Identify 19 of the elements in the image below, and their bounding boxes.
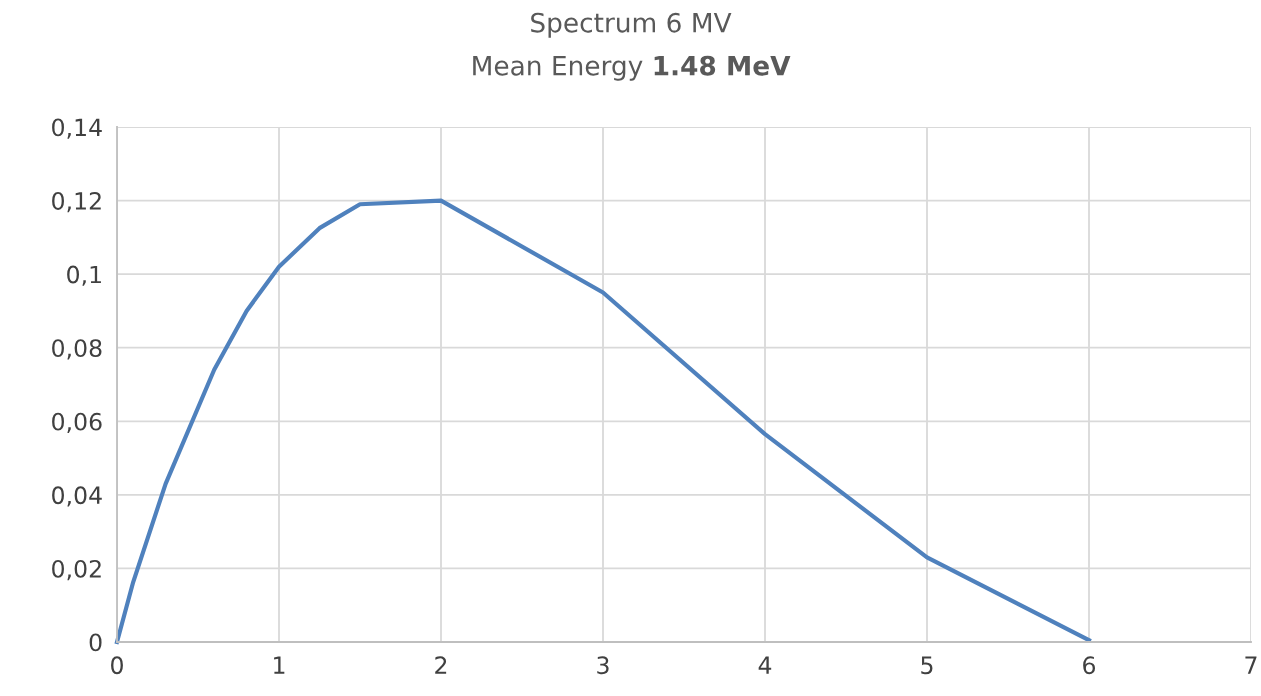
y-tick-label: 0,08	[52, 339, 102, 360]
x-tick-label: 6	[1083, 656, 1096, 675]
y-tick-label: 0,12	[52, 192, 101, 213]
chart-title: Spectrum 6 MV	[531, 12, 732, 38]
chart-subtitle: Mean Energy 1.48 MeV	[473, 55, 791, 81]
x-tick-label: 4	[758, 656, 772, 674]
y-tick-label: 0,04	[52, 486, 102, 507]
y-tick-label: 0,1	[67, 265, 101, 286]
x-tick-label: 0	[111, 656, 123, 675]
y-tick-label: 0,02	[52, 559, 101, 581]
line-series	[114, 198, 1092, 645]
y-tick-label: 0,14	[52, 118, 102, 139]
x-tick-label: 5	[921, 656, 933, 675]
x-tick-label: 1	[274, 656, 285, 674]
x-tick-label: 2	[435, 656, 447, 674]
y-tick-label: 0,06	[52, 412, 102, 433]
x-tick-label: 7	[1245, 656, 1257, 674]
y-tick-label: 0	[89, 633, 102, 652]
x-tick-label: 3	[597, 656, 609, 675]
